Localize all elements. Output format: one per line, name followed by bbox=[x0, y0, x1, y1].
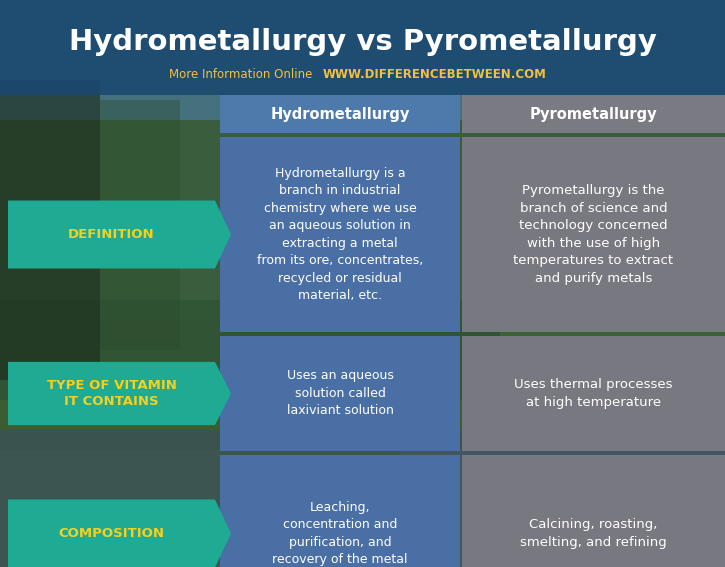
Bar bbox=[400, 450, 725, 567]
Text: Hydrometallurgy: Hydrometallurgy bbox=[270, 107, 410, 121]
Text: DEFINITION: DEFINITION bbox=[68, 228, 155, 241]
Bar bbox=[462, 336, 725, 451]
Text: Pyrometallurgy is the
branch of science and
technology concerned
with the use of: Pyrometallurgy is the branch of science … bbox=[513, 184, 674, 285]
Bar bbox=[500, 200, 725, 400]
Text: More Information Online: More Information Online bbox=[169, 69, 320, 82]
Bar bbox=[0, 400, 725, 567]
Text: Hydrometallurgy is a
branch in industrial
chemistry where we use
an aqueous solu: Hydrometallurgy is a branch in industria… bbox=[257, 167, 423, 302]
Bar bbox=[220, 137, 460, 332]
Text: Calcining, roasting,
smelting, and refining: Calcining, roasting, smelting, and refin… bbox=[520, 518, 667, 549]
Bar bbox=[462, 137, 725, 332]
Bar bbox=[100, 100, 180, 350]
Bar bbox=[0, 0, 725, 95]
Bar bbox=[462, 455, 725, 567]
Text: Uses an aqueous
solution called
laxiviant solution: Uses an aqueous solution called laxivian… bbox=[286, 370, 394, 417]
Text: Uses thermal processes
at high temperature: Uses thermal processes at high temperatu… bbox=[514, 378, 673, 409]
Text: Hydrometallurgy vs Pyrometallurgy: Hydrometallurgy vs Pyrometallurgy bbox=[69, 28, 656, 56]
Text: TYPE OF VITAMIN
IT CONTAINS: TYPE OF VITAMIN IT CONTAINS bbox=[46, 379, 176, 408]
Bar bbox=[220, 336, 460, 451]
Text: WWW.DIFFERENCEBETWEEN.COM: WWW.DIFFERENCEBETWEEN.COM bbox=[323, 69, 547, 82]
Polygon shape bbox=[8, 362, 231, 425]
Bar bbox=[220, 95, 460, 133]
Bar bbox=[0, 80, 100, 380]
Bar bbox=[462, 95, 725, 133]
Polygon shape bbox=[8, 201, 231, 269]
Bar bbox=[0, 300, 725, 450]
Bar bbox=[0, 120, 725, 320]
Text: Pyrometallurgy: Pyrometallurgy bbox=[530, 107, 658, 121]
Text: COMPOSITION: COMPOSITION bbox=[59, 527, 165, 540]
Polygon shape bbox=[8, 500, 231, 567]
Bar bbox=[0, 430, 725, 567]
Bar bbox=[0, 0, 725, 120]
Bar bbox=[220, 455, 460, 567]
Text: Leaching,
concentration and
purification, and
recovery of the metal: Leaching, concentration and purification… bbox=[273, 501, 407, 566]
